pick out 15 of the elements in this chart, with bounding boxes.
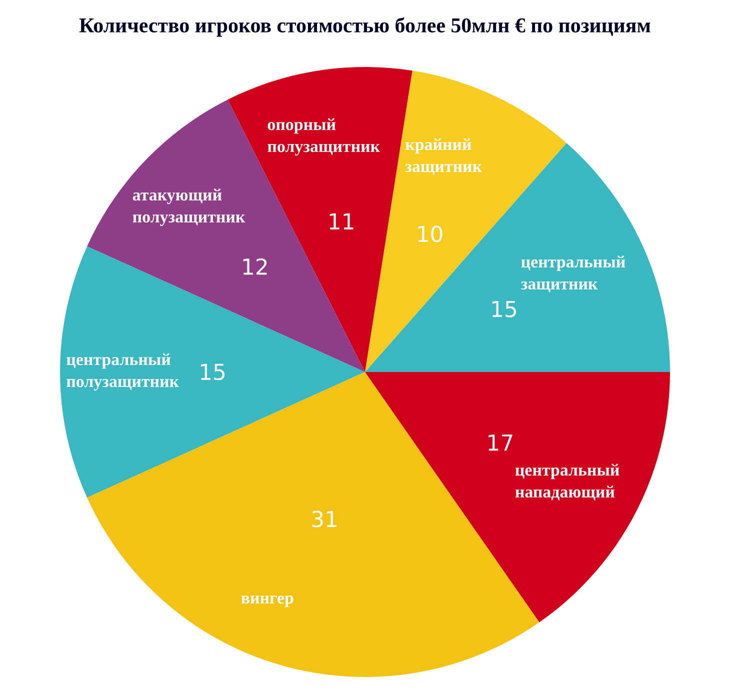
slice-label: центральный полузащитник [66,353,180,391]
slice-label: вингер [241,596,294,608]
data-label: 15 [200,364,225,380]
slice-label: центральный защитник [521,256,626,292]
data-label: 10 [418,226,442,242]
data-label: 11 [330,213,354,230]
slice-label: крайний защитник [405,138,482,175]
data-label: 31 [312,510,336,528]
data-label: 12 [243,258,267,275]
data-label: 17 [488,434,512,451]
slice-label: атакующий полузащитник [132,188,246,226]
chart-title: Количество игроков стоимостью более 50млн € по позициям [79,17,650,37]
data-label: 15 [492,301,516,318]
slice-label: опорный полузащитник [268,118,380,156]
slice-label: центральный нападающий [515,464,620,500]
